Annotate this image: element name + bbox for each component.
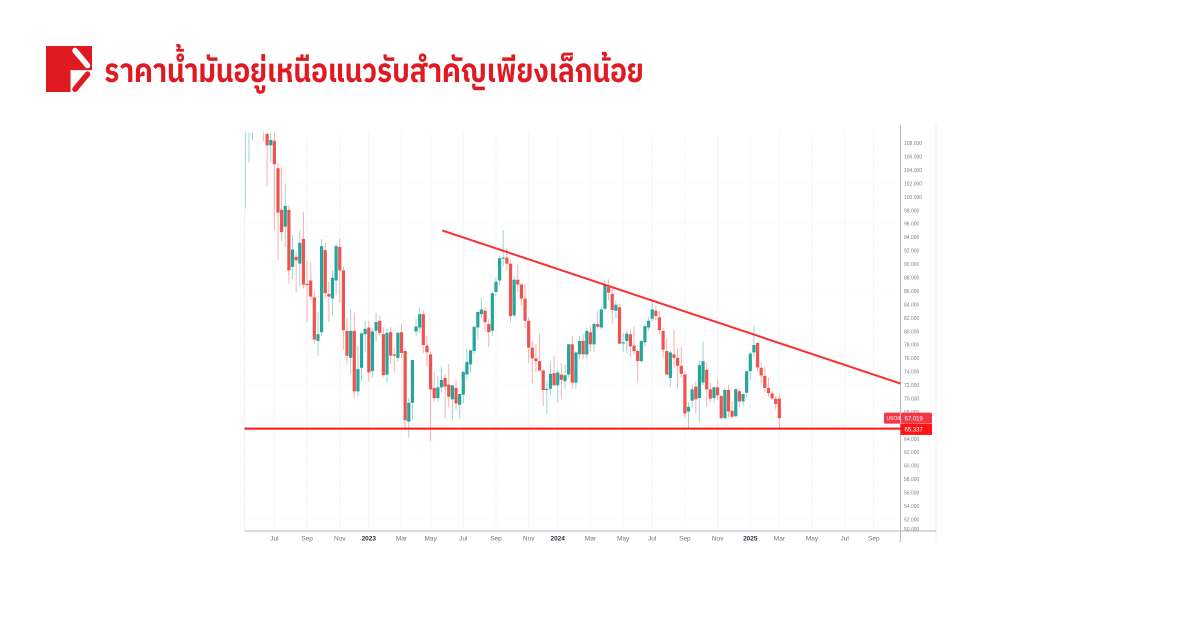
svg-text:Sep: Sep — [868, 535, 880, 542]
svg-text:80.000: 80.000 — [904, 329, 920, 335]
svg-text:74.000: 74.000 — [904, 370, 920, 376]
svg-text:60.000: 60.000 — [904, 464, 920, 470]
svg-text:56.000: 56.000 — [904, 491, 920, 497]
svg-text:84.000: 84.000 — [904, 302, 920, 308]
svg-text:92.000: 92.000 — [904, 249, 920, 255]
svg-text:88.000: 88.000 — [904, 276, 920, 282]
svg-text:Nov: Nov — [523, 535, 535, 542]
svg-text:May: May — [617, 535, 630, 542]
svg-text:50.000: 50.000 — [904, 527, 920, 533]
svg-text:Mar: Mar — [396, 535, 408, 542]
svg-text:104.000: 104.000 — [904, 168, 922, 174]
svg-text:2025: 2025 — [743, 535, 758, 542]
svg-text:65.337: 65.337 — [905, 428, 924, 434]
svg-text:102.000: 102.000 — [904, 181, 922, 187]
svg-text:2024: 2024 — [550, 535, 565, 542]
svg-text:64.000: 64.000 — [904, 437, 920, 443]
svg-text:Sep: Sep — [301, 535, 313, 542]
svg-text:62.000: 62.000 — [904, 450, 920, 456]
svg-text:52.000: 52.000 — [904, 517, 920, 523]
svg-text:94.000: 94.000 — [904, 235, 920, 241]
svg-text:Mar: Mar — [585, 535, 597, 542]
svg-text:Jul: Jul — [648, 535, 657, 542]
svg-text:106.000: 106.000 — [904, 155, 922, 161]
svg-text:Jul: Jul — [841, 535, 850, 542]
svg-text:Mar: Mar — [774, 535, 786, 542]
svg-text:82.000: 82.000 — [904, 316, 920, 322]
svg-text:58.000: 58.000 — [904, 477, 920, 483]
svg-text:90.000: 90.000 — [904, 262, 920, 268]
svg-text:USOIL: USOIL — [887, 416, 902, 422]
svg-text:May: May — [424, 535, 437, 542]
svg-text:98.000: 98.000 — [904, 208, 920, 214]
svg-text:76.000: 76.000 — [904, 356, 920, 362]
svg-text:70.000: 70.000 — [904, 397, 920, 403]
svg-text:72.000: 72.000 — [904, 383, 920, 389]
svg-text:96.000: 96.000 — [904, 222, 920, 228]
svg-text:2023: 2023 — [362, 535, 377, 542]
svg-text:100.000: 100.000 — [904, 195, 922, 201]
svg-text:54.000: 54.000 — [904, 504, 920, 510]
svg-text:Nov: Nov — [334, 535, 346, 542]
svg-text:May: May — [806, 535, 819, 542]
svg-text:86.000: 86.000 — [904, 289, 920, 295]
svg-text:Jul: Jul — [459, 535, 468, 542]
svg-text:Sep: Sep — [490, 535, 502, 542]
svg-text:Jul: Jul — [270, 535, 279, 542]
svg-text:Sep: Sep — [679, 535, 691, 542]
svg-text:67.019: 67.019 — [905, 416, 924, 422]
svg-text:78.000: 78.000 — [904, 343, 920, 349]
svg-text:Nov: Nov — [712, 535, 724, 542]
svg-text:108.000: 108.000 — [904, 141, 922, 147]
